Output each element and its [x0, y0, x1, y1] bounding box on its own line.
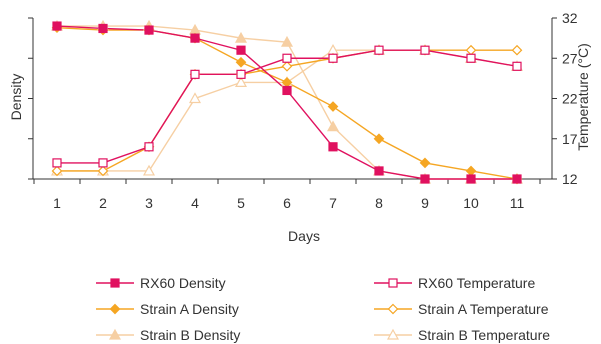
rx60-temperature-point	[420, 45, 430, 55]
x-axis-tick-label: 2	[99, 195, 107, 211]
rx60-temperature-point	[282, 53, 292, 63]
right-axis-tick-label: 17	[562, 131, 578, 147]
strain-b-density-point	[234, 31, 248, 43]
strain-b-density-point	[326, 120, 340, 132]
legend-swatch-marker	[387, 303, 399, 315]
rx60-density-point	[52, 21, 62, 31]
strain-a-density-point	[327, 101, 339, 112]
strain-b-temperature-point	[188, 92, 202, 104]
x-axis-tick-label: 9	[421, 195, 429, 211]
strain-b-temperature-point	[142, 164, 156, 176]
strain-a-temperature-point	[465, 44, 477, 56]
legend-item-rx60-temperature: RX60 Temperature	[374, 275, 535, 291]
strain-a-density-point	[373, 133, 385, 145]
rx60-density-point	[282, 85, 292, 96]
strain-a-density-point	[419, 157, 431, 169]
strain-a-density-point	[235, 56, 247, 68]
legend-label: Strain B Temperature	[418, 327, 550, 343]
rx60-temperature-point	[236, 69, 246, 79]
rx60-density-point	[98, 23, 108, 34]
rx60-density-point	[420, 174, 430, 184]
right-axis-tick-label: 22	[562, 91, 578, 107]
x-axis-tick-label: 11	[510, 195, 525, 211]
legend-swatch-marker	[386, 328, 400, 340]
legend-swatch-marker	[109, 303, 121, 315]
series-layer	[50, 19, 524, 185]
legend: RX60 Density RX60 Temperature Strain A Den…	[96, 275, 550, 343]
strain-b-density-point	[280, 35, 294, 47]
rx60-temperature-point	[52, 158, 62, 168]
right-axis-tick-label: 12	[562, 171, 578, 187]
right-axis-tick-label: 32	[562, 10, 578, 26]
x-axis-title: Days	[288, 228, 320, 244]
rx60-temperature-point	[466, 53, 476, 63]
rx60-temperature-point	[190, 69, 200, 79]
legend-swatch-marker	[108, 328, 122, 340]
strain-a-temperature-point	[511, 44, 523, 56]
legend-item-strain-a-density: Strain A Density	[96, 301, 239, 317]
rx60-density-point	[236, 45, 246, 55]
strain-b-density-line	[57, 25, 517, 180]
strain-a-temperature-point	[51, 165, 63, 177]
rx60-temperature-point	[144, 142, 154, 152]
legend-label: Strain B Density	[140, 327, 240, 343]
rx60-temperature-point	[98, 158, 108, 168]
rx60-density-point	[512, 174, 522, 184]
legend-item-strain-a-temperature: Strain A Temperature	[374, 301, 549, 317]
x-axis-tick-label: 6	[283, 195, 291, 211]
x-axis-tick-label: 5	[237, 195, 245, 211]
rx60-density-point	[374, 166, 384, 176]
rx60-temperature-point	[512, 61, 522, 71]
rx60-temperature-point	[374, 45, 384, 55]
right-axis-tick-label: 27	[562, 50, 578, 66]
right-axis-title: Temperature (°C)	[575, 43, 591, 151]
rx60-density-point	[328, 142, 338, 152]
rx60-density-point	[144, 25, 154, 35]
axes	[28, 17, 557, 184]
strain-a-temperature-point	[97, 165, 109, 177]
strain-a-density-point	[465, 165, 477, 177]
labels: Days Density Temperature (°C) 1217222732…	[8, 10, 591, 244]
x-axis-tick-label: 4	[191, 195, 199, 211]
rx60-density-point	[466, 174, 476, 184]
legend-item-strain-b-temperature: Strain B Temperature	[374, 327, 550, 343]
x-axis-tick-label: 3	[145, 195, 153, 211]
x-axis-tick-label: 7	[329, 195, 337, 211]
legend-item-rx60-density: RX60 Density	[96, 275, 226, 291]
legend-label: Strain A Temperature	[418, 301, 549, 317]
strain-a-temperature-point	[281, 60, 293, 72]
legend-label: RX60 Density	[140, 275, 226, 291]
rx60-density-line	[56, 25, 517, 180]
legend-item-strain-b-density: Strain B Density	[96, 327, 240, 343]
rx60-density-point	[190, 33, 200, 43]
x-axis-tick-label: 8	[375, 195, 383, 211]
rx60-temperature-point	[328, 53, 338, 63]
legend-label: RX60 Temperature	[418, 275, 535, 291]
x-axis-tick-label: 10	[463, 195, 479, 211]
strain-b-temperature-point	[234, 76, 248, 88]
legend-swatch-marker	[388, 278, 398, 288]
x-axis-tick-label: 1	[53, 195, 61, 211]
left-axis-title: Density	[8, 74, 24, 121]
legend-label: Strain A Density	[140, 301, 239, 317]
legend-swatch-marker	[110, 278, 120, 288]
